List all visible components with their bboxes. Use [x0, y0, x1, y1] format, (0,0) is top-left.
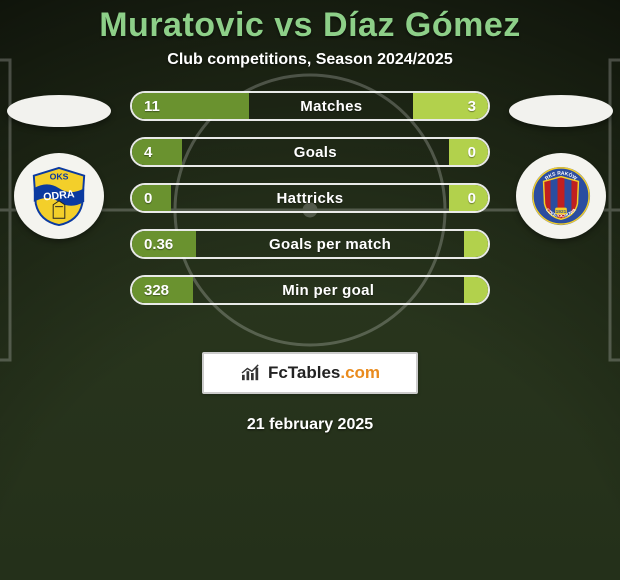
rakow-crest-icon: RKS RAKÓW CZĘSTOCHOWA 1921	[530, 165, 592, 227]
comparison-panel: OKS ODRA	[0, 95, 620, 325]
player-right-silhouette	[509, 95, 613, 127]
stat-left-value: 0	[132, 185, 171, 211]
brand-name: FcTables	[268, 363, 340, 382]
stat-right-value	[464, 231, 488, 257]
player-left: OKS ODRA	[4, 95, 114, 239]
stat-right-value: 0	[449, 185, 488, 211]
stat-left-value: 0.36	[132, 231, 196, 257]
player-right-crest: RKS RAKÓW CZĘSTOCHOWA 1921	[516, 153, 606, 239]
player-left-silhouette	[7, 95, 111, 127]
page-title: Muratovic vs Díaz Gómez	[0, 6, 620, 45]
stat-row: 4Goals0	[130, 137, 490, 167]
stat-label: Goals	[182, 139, 449, 165]
stat-row: 11Matches3	[130, 91, 490, 121]
stat-left-value: 11	[132, 93, 249, 119]
stat-label: Min per goal	[193, 277, 464, 303]
player-right: RKS RAKÓW CZĘSTOCHOWA 1921	[506, 95, 616, 239]
footer: FcTables.com 21 february 2025	[0, 352, 620, 434]
subtitle: Club competitions, Season 2024/2025	[0, 51, 620, 69]
stat-right-value: 0	[449, 139, 488, 165]
svg-text:OKS: OKS	[50, 172, 69, 182]
stats-list: 11Matches34Goals00Hattricks00.36Goals pe…	[130, 91, 490, 305]
stat-row: 0Hattricks0	[130, 183, 490, 213]
bar-chart-icon	[240, 364, 262, 382]
brand-domain: .com	[340, 363, 380, 382]
stat-left-value: 328	[132, 277, 193, 303]
stat-label: Goals per match	[196, 231, 464, 257]
stat-right-value	[464, 277, 488, 303]
content: Muratovic vs Díaz Gómez Club competition…	[0, 0, 620, 580]
odra-crest-icon: OKS ODRA	[28, 165, 90, 227]
stat-right-value: 3	[413, 93, 488, 119]
brand-text: FcTables.com	[268, 363, 380, 383]
brand-link[interactable]: FcTables.com	[202, 352, 418, 394]
date-text: 21 february 2025	[247, 416, 373, 434]
stat-left-value: 4	[132, 139, 182, 165]
stat-row: 0.36Goals per match	[130, 229, 490, 259]
stat-row: 328Min per goal	[130, 275, 490, 305]
player-left-crest: OKS ODRA	[14, 153, 104, 239]
stat-label: Hattricks	[171, 185, 449, 211]
stat-label: Matches	[249, 93, 413, 119]
svg-text:1921: 1921	[556, 209, 567, 215]
